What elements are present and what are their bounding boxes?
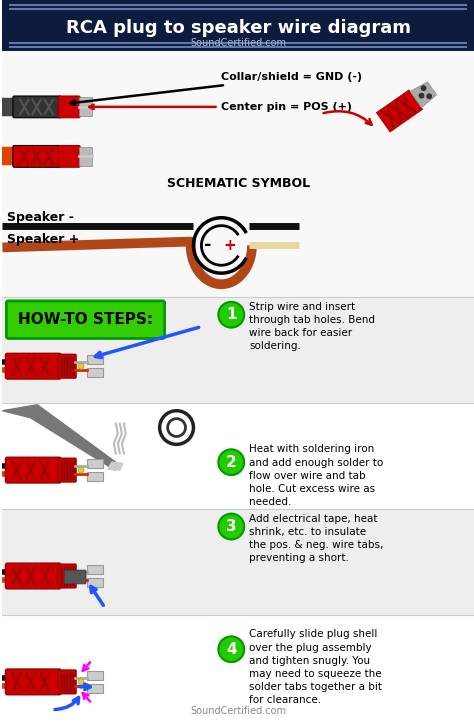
Text: Heat with soldering iron
and add enough solder to
flow over wire and tab
hole. C: Heat with soldering iron and add enough … [249, 444, 383, 508]
Circle shape [219, 450, 244, 475]
Bar [87, 355, 103, 364]
Text: Center pin = POS (+): Center pin = POS (+) [89, 102, 352, 112]
FancyBboxPatch shape [13, 96, 61, 117]
FancyBboxPatch shape [5, 457, 61, 483]
Text: Carefully slide plug shell
over the plug assembly
and tighten snugly. You
may ne: Carefully slide plug shell over the plug… [249, 629, 382, 705]
Bar [2, 0, 474, 51]
Circle shape [219, 302, 244, 328]
Text: 1: 1 [226, 307, 237, 322]
Text: HOW-TO STEPS:: HOW-TO STEPS: [18, 312, 154, 327]
FancyBboxPatch shape [64, 570, 86, 584]
Bar [87, 578, 103, 587]
Text: Speaker +: Speaker + [8, 233, 80, 246]
FancyBboxPatch shape [58, 670, 76, 694]
FancyBboxPatch shape [13, 146, 61, 167]
Bar [87, 565, 103, 574]
FancyBboxPatch shape [5, 563, 61, 589]
FancyBboxPatch shape [58, 458, 76, 482]
FancyBboxPatch shape [5, 353, 61, 379]
Text: Collar/shield = GND (-): Collar/shield = GND (-) [70, 72, 363, 105]
Text: Add electrical tape, heat
shrink, etc. to insulate
the pos. & neg. wire tabs,
pr: Add electrical tape, heat shrink, etc. t… [249, 513, 383, 563]
FancyBboxPatch shape [58, 355, 76, 378]
FancyBboxPatch shape [5, 669, 61, 695]
Bar [87, 472, 103, 481]
Bar [2, 297, 474, 403]
Circle shape [219, 513, 244, 539]
Text: 4: 4 [226, 642, 237, 657]
Bar [79, 97, 92, 106]
Circle shape [419, 94, 424, 98]
Bar [87, 459, 103, 468]
Circle shape [219, 637, 244, 662]
Text: -: - [204, 236, 211, 254]
FancyBboxPatch shape [58, 564, 76, 588]
FancyBboxPatch shape [7, 301, 164, 339]
Text: 3: 3 [226, 519, 237, 534]
Bar [87, 368, 103, 377]
Bar [79, 147, 92, 155]
Bar [79, 108, 92, 116]
Bar [2, 509, 474, 615]
Circle shape [78, 679, 84, 685]
Bar [79, 157, 92, 166]
Text: SoundCertified.com: SoundCertified.com [190, 705, 286, 716]
Circle shape [78, 363, 84, 369]
Circle shape [421, 86, 426, 91]
Text: SCHEMATIC SYMBOL: SCHEMATIC SYMBOL [167, 177, 310, 190]
Bar [2, 615, 474, 721]
Text: Speaker -: Speaker - [8, 211, 74, 224]
Bar [2, 51, 474, 297]
Text: RCA plug to speaker wire diagram: RCA plug to speaker wire diagram [66, 19, 411, 37]
FancyBboxPatch shape [58, 96, 80, 117]
Bar [2, 403, 474, 509]
Bar [87, 684, 103, 693]
Circle shape [78, 467, 84, 473]
Polygon shape [108, 463, 123, 470]
Polygon shape [2, 405, 120, 470]
Text: 2: 2 [226, 455, 237, 470]
Bar [87, 671, 103, 680]
Text: Strip wire and insert
through tab holes. Bend
wire back for easier
soldering.: Strip wire and insert through tab holes.… [249, 302, 375, 352]
Text: SoundCertified.com: SoundCertified.com [190, 38, 286, 48]
FancyBboxPatch shape [58, 146, 80, 167]
Circle shape [168, 418, 185, 436]
Circle shape [78, 573, 84, 579]
Circle shape [427, 94, 432, 99]
Text: +: + [223, 238, 236, 253]
Polygon shape [376, 90, 423, 132]
Polygon shape [410, 82, 437, 108]
